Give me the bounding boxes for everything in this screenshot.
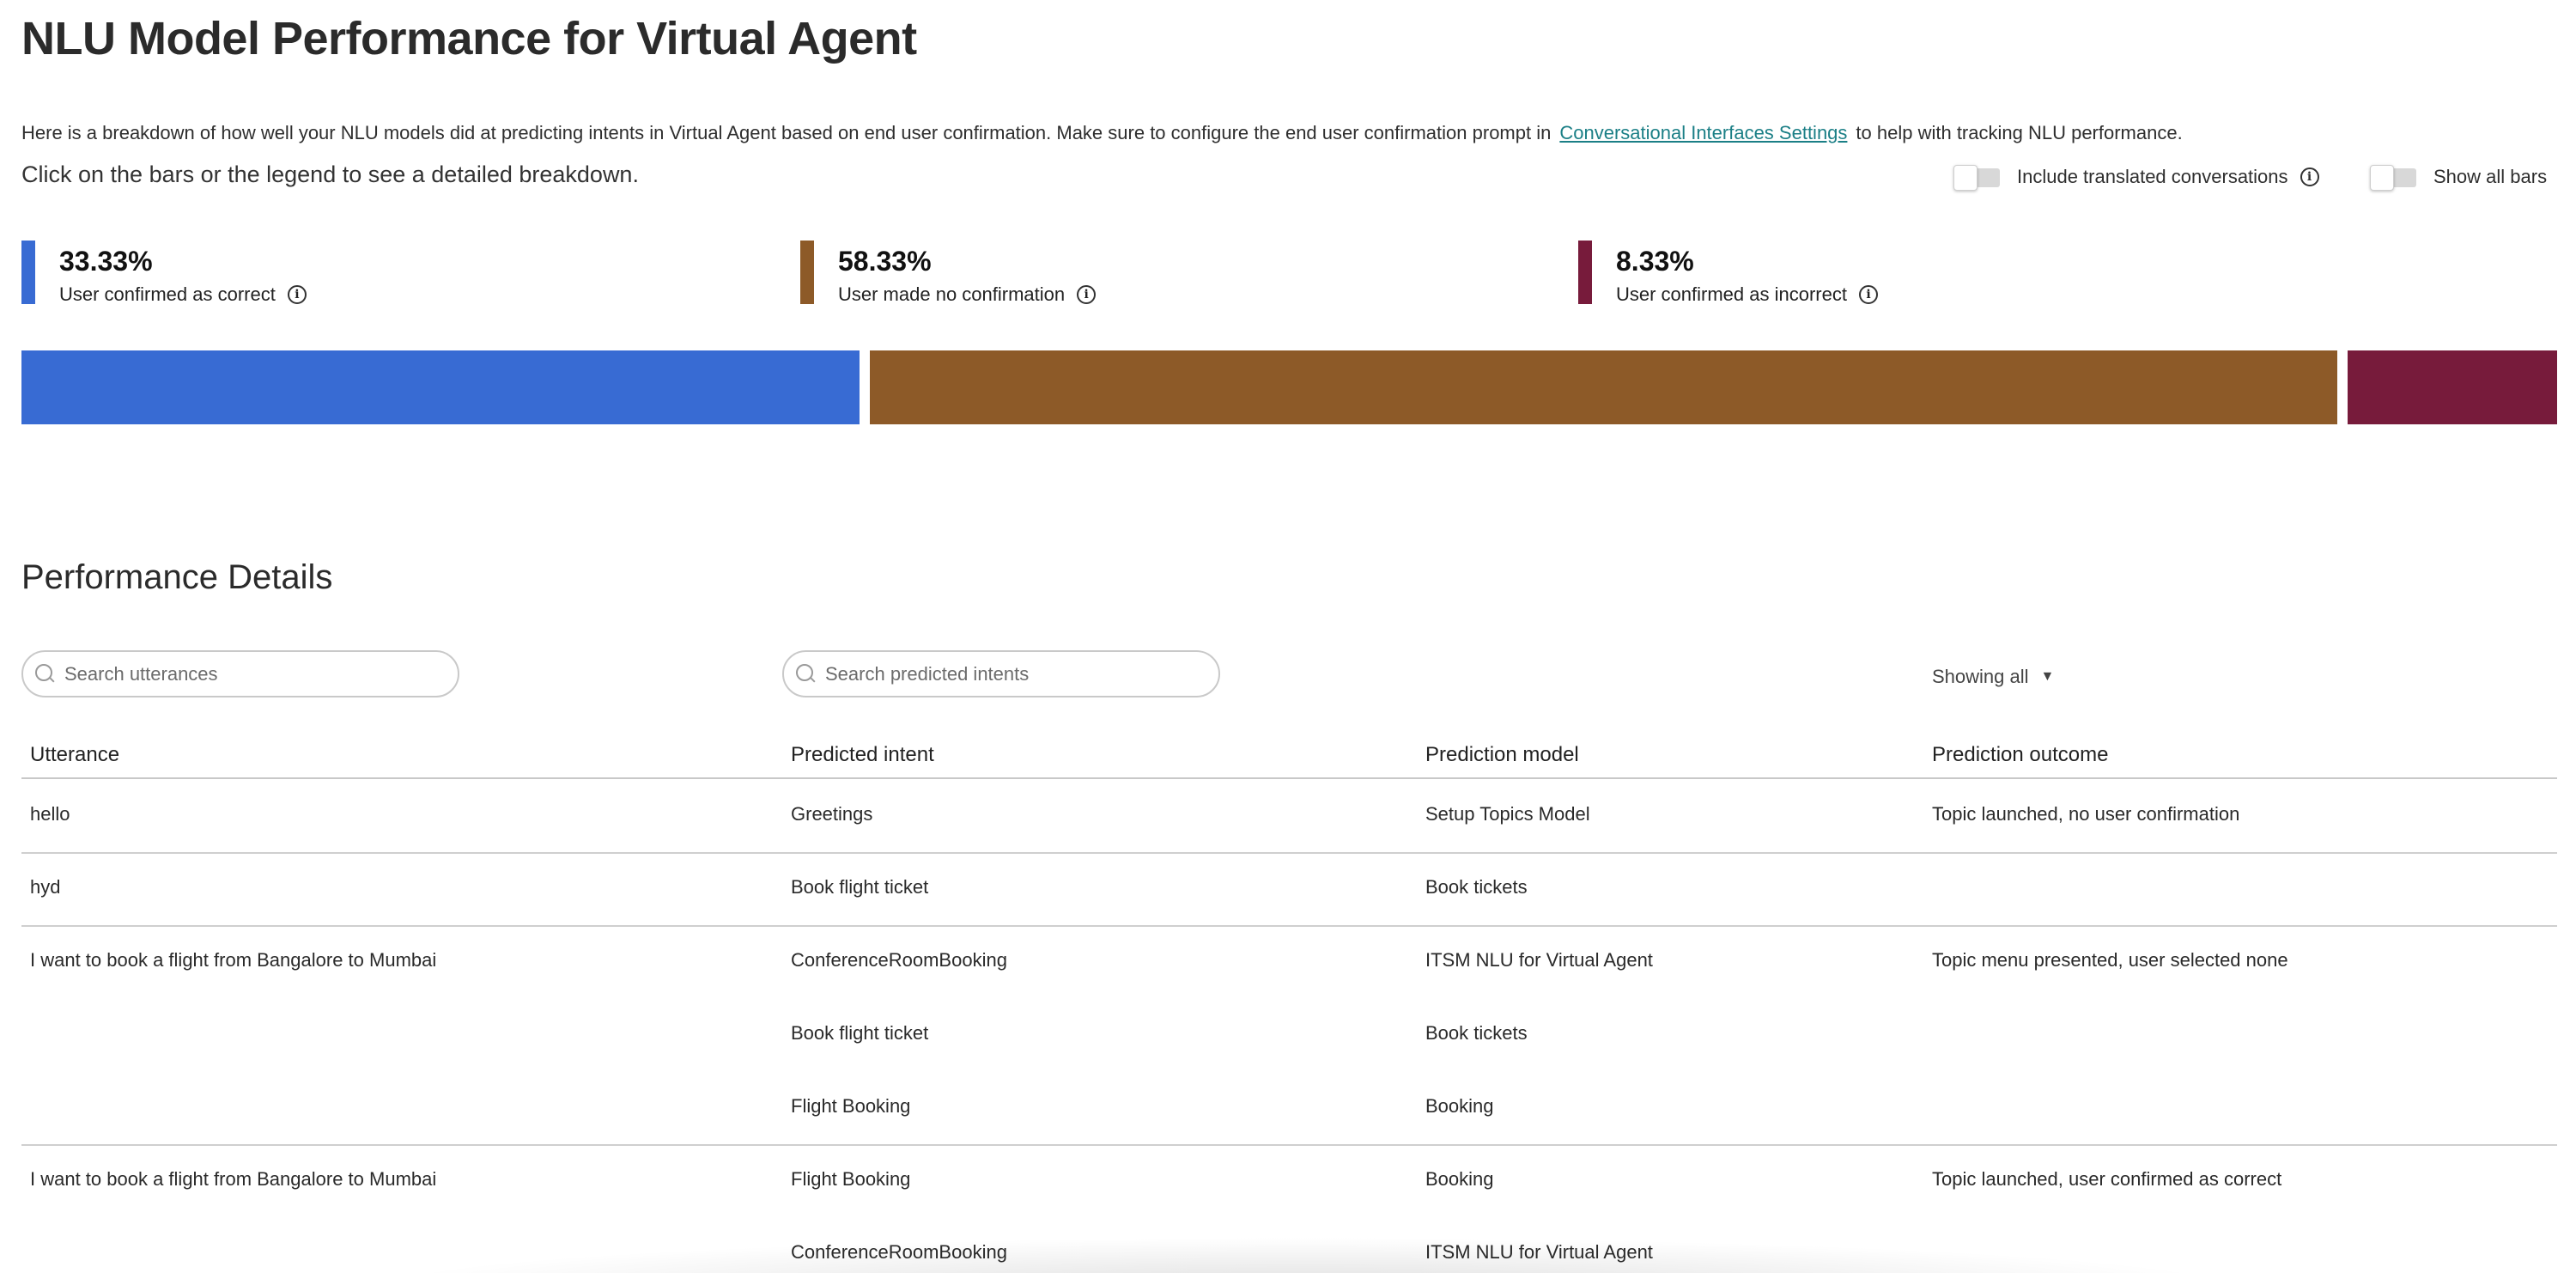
info-icon[interactable]: i <box>1858 285 1878 304</box>
predicted-intent-cell: Greetings <box>791 803 873 825</box>
legend-percent-no-confirmation: 58.33% <box>838 246 932 277</box>
prediction-model-cell: Setup Topics Model <box>1425 803 1590 825</box>
translated-toggle[interactable] <box>1953 165 2000 191</box>
column-header-prediction-outcome: Prediction outcome <box>1932 743 2109 766</box>
column-header-prediction-model: Prediction model <box>1425 743 1579 766</box>
prediction-outcome-cell: Topic launched, user confirmed as correc… <box>1932 1168 2282 1190</box>
bar-segment-correct[interactable] <box>21 350 860 424</box>
legend-label-incorrect: User confirmed as incorrect <box>1616 283 1847 305</box>
legend-percent-incorrect: 8.33% <box>1616 246 1694 277</box>
legend-swatch-no-confirmation <box>800 241 814 304</box>
section-title-performance-details: Performance Details <box>21 558 333 596</box>
utterance-cell: I want to book a flight from Bangalore t… <box>30 1168 437 1190</box>
prediction-model-cell: Book tickets <box>1425 1022 1528 1044</box>
legend-percent-correct: 33.33% <box>59 246 153 277</box>
bar-segment-no-confirmation[interactable] <box>870 350 2337 424</box>
utterance-cell: hello <box>30 803 70 825</box>
prediction-model-cell: Book tickets <box>1425 876 1528 898</box>
legend-item-no-confirmation[interactable]: 58.33% User made no confirmation i <box>800 241 1097 306</box>
header-divider <box>21 777 2557 779</box>
translated-toggle-label: Include translated conversations <box>2017 166 2288 187</box>
search-predicted-intents[interactable] <box>782 650 1220 697</box>
prediction-model-cell: Booking <box>1425 1168 1494 1190</box>
row-divider <box>21 1144 2557 1146</box>
intro-text-before: Here is a breakdown of how well your NLU… <box>21 122 1552 143</box>
utterance-cell: hyd <box>30 876 61 898</box>
predicted-intent-cell: Flight Booking <box>791 1095 911 1117</box>
bottom-shadow <box>361 1237 2250 1273</box>
legend-label-correct: User confirmed as correct <box>59 283 276 305</box>
search-intents-input[interactable] <box>825 662 1203 685</box>
page-title: NLU Model Performance for Virtual Agent <box>21 13 917 64</box>
info-icon[interactable]: i <box>2300 168 2319 186</box>
intro-text-after: to help with tracking NLU performance. <box>1856 122 2183 143</box>
bar-segment-incorrect[interactable] <box>2347 350 2557 424</box>
legend-item-correct[interactable]: 33.33% User confirmed as correct i <box>21 241 307 306</box>
search-utterances[interactable] <box>21 650 459 697</box>
legend-swatch-incorrect <box>1578 241 1592 304</box>
info-icon[interactable]: i <box>1077 285 1097 304</box>
chart-hint: Click on the bars or the legend to see a… <box>21 161 639 187</box>
prediction-outcome-cell: Topic menu presented, user selected none <box>1932 949 2288 971</box>
prediction-model-cell: Booking <box>1425 1095 1494 1117</box>
predicted-intent-cell: Flight Booking <box>791 1168 911 1190</box>
predicted-intent-cell: ConferenceRoomBooking <box>791 1241 1007 1263</box>
conversational-interfaces-settings-link[interactable]: Conversational Interfaces Settings <box>1559 122 1848 143</box>
prediction-model-cell: ITSM NLU for Virtual Agent <box>1425 949 1653 971</box>
row-divider <box>21 925 2557 927</box>
predicted-intent-cell: Book flight ticket <box>791 1022 929 1044</box>
chevron-down-icon: ▼ <box>2040 669 2055 684</box>
prediction-outcome-cell: Topic launched, no user confirmation <box>1932 803 2240 825</box>
row-divider <box>21 852 2557 854</box>
search-utterances-input[interactable] <box>64 662 442 685</box>
show-all-bars-toggle[interactable] <box>2370 165 2416 191</box>
intro-text: Here is a breakdown of how well your NLU… <box>21 122 2183 144</box>
translated-toggle-group: Include translated conversations i <box>1953 165 2319 191</box>
showing-filter-dropdown[interactable]: Showing all ▼ <box>1932 666 2054 688</box>
legend-label-no-confirmation: User made no confirmation <box>838 283 1066 305</box>
filter-label: Showing all <box>1932 666 2029 687</box>
utterance-cell: I want to book a flight from Bangalore t… <box>30 949 437 971</box>
show-all-bars-label: Show all bars <box>2433 166 2548 187</box>
search-icon <box>35 663 56 685</box>
prediction-model-cell: ITSM NLU for Virtual Agent <box>1425 1241 1653 1263</box>
show-all-bars-toggle-group: Show all bars <box>2370 165 2548 191</box>
column-header-utterance: Utterance <box>30 743 120 766</box>
predicted-intent-cell: ConferenceRoomBooking <box>791 949 1007 971</box>
column-header-predicted-intent: Predicted intent <box>791 743 934 766</box>
legend-swatch-correct <box>21 241 35 304</box>
legend-item-incorrect[interactable]: 8.33% User confirmed as incorrect i <box>1578 241 1878 306</box>
info-icon[interactable]: i <box>287 285 307 304</box>
search-icon <box>796 663 817 685</box>
predicted-intent-cell: Book flight ticket <box>791 876 929 898</box>
